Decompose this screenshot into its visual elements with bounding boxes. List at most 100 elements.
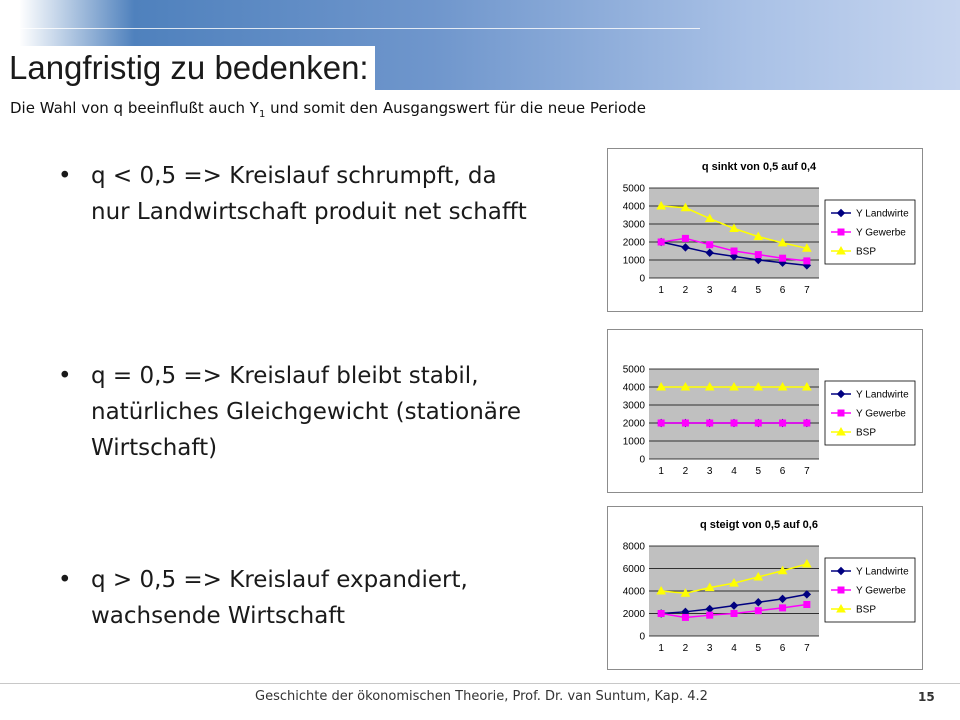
data-point	[753, 231, 764, 241]
data-point	[729, 381, 739, 391]
series-0	[656, 590, 812, 618]
data-point	[754, 598, 763, 607]
bullet-text: q > 0,5 => Kreislauf expandiert, wachsen…	[91, 567, 468, 629]
data-point	[801, 243, 812, 252]
x-tick-label: 1	[658, 285, 664, 296]
series-2	[656, 381, 812, 391]
data-point	[754, 255, 763, 265]
x-tick-label: 5	[756, 643, 762, 654]
data-point	[753, 381, 764, 391]
data-point	[704, 213, 715, 223]
data-point	[706, 241, 714, 249]
legend-label: Y Gewerbe	[856, 586, 906, 597]
x-tick-label: 6	[780, 643, 786, 654]
x-tick-label: 4	[731, 466, 737, 477]
data-point	[657, 419, 665, 427]
y-tick-label: 4000	[623, 202, 646, 213]
x-tick-label: 3	[707, 466, 713, 477]
data-point	[656, 200, 667, 210]
footer-rule	[0, 683, 960, 684]
subtitle-rest: und somit den Ausgangswert für die neue …	[265, 99, 646, 117]
x-tick-label: 6	[780, 466, 786, 477]
legend-marker	[837, 586, 845, 594]
data-point	[730, 247, 738, 255]
series-2	[656, 200, 812, 252]
data-point	[779, 254, 787, 262]
data-point	[777, 565, 788, 575]
y-tick-label: 6000	[623, 564, 646, 575]
legend-label: Y Landwirte	[856, 567, 909, 578]
data-point	[803, 419, 811, 427]
legend-label: Y Gewerbe	[856, 228, 906, 239]
data-point	[729, 252, 739, 261]
y-tick-label: 2000	[623, 609, 646, 620]
bullet-marker: •	[58, 363, 72, 389]
data-point	[730, 419, 738, 427]
data-point	[802, 590, 812, 599]
y-tick-label: 8000	[623, 542, 646, 553]
chart-q-sinkt: q sinkt von 0,5 auf 0,4 0 1000 2000 3000 4000…	[607, 148, 923, 312]
x-tick-label: 2	[683, 285, 689, 296]
data-point	[657, 610, 665, 617]
legend-label: BSP	[856, 605, 876, 616]
legend-marker	[837, 228, 845, 236]
data-point	[656, 585, 667, 595]
subtitle-subscript: 1	[258, 109, 266, 120]
data-point	[681, 243, 690, 252]
data-point	[729, 578, 739, 587]
x-tick-label: 5	[756, 466, 762, 477]
legend-marker	[836, 245, 846, 255]
data-point	[706, 419, 714, 427]
legend-marker	[836, 389, 846, 399]
bullet-marker: •	[58, 163, 72, 189]
x-tick-label: 3	[707, 285, 713, 296]
x-tick-label: 7	[804, 285, 810, 296]
legend-label: Y Landwirte	[856, 209, 909, 220]
data-point	[778, 594, 787, 604]
series-1	[657, 419, 811, 427]
x-tick-label: 1	[658, 466, 664, 477]
data-point	[777, 237, 788, 247]
data-point	[754, 607, 762, 615]
x-tick-label: 4	[731, 285, 737, 296]
slide-title: Langfristig zu bedenken:	[9, 46, 375, 90]
y-tick-label: 0	[639, 274, 645, 285]
data-point	[704, 582, 715, 592]
bullet-marker: •	[58, 567, 72, 593]
chart-q-stabil: 0 1000 2000 3000 4000 5000 1 2 3 4 5 6 7 Y Landwirte Y…	[607, 329, 923, 493]
y-tick-label: 2000	[623, 419, 646, 430]
data-point	[754, 419, 762, 427]
data-point	[680, 381, 691, 391]
x-tick-label: 7	[804, 466, 810, 477]
data-point	[681, 234, 689, 242]
legend-label: BSP	[856, 247, 876, 258]
x-tick-label: 4	[731, 643, 737, 654]
data-point	[754, 251, 762, 259]
data-point	[779, 604, 787, 612]
data-point	[803, 257, 811, 265]
page-number: 15	[918, 690, 935, 704]
data-point	[777, 381, 788, 391]
x-tick-label: 7	[804, 643, 810, 654]
y-tick-label: 4000	[623, 383, 646, 394]
series-2	[656, 558, 812, 597]
x-tick-label: 3	[707, 643, 713, 654]
header-rule	[0, 28, 700, 29]
x-tick-label: 1	[658, 643, 664, 654]
y-tick-label: 5000	[623, 184, 646, 195]
x-tick-label: 5	[756, 285, 762, 296]
y-tick-label: 3000	[623, 401, 646, 412]
bullet-text: q = 0,5 => Kreislauf bleibt stabil, natü…	[91, 363, 521, 461]
slide-subtitle: Die Wahl von q beeinflußt auch Y1 und so…	[10, 99, 646, 120]
data-point	[681, 613, 689, 621]
chart-q-steigt: q steigt von 0,5 auf 0,6 0 2000 4000 6000 800…	[607, 506, 923, 670]
y-tick-label: 5000	[623, 365, 646, 376]
legend-label: Y Gewerbe	[856, 409, 906, 420]
series-1	[657, 234, 811, 265]
data-point	[803, 601, 811, 608]
y-tick-label: 4000	[623, 587, 646, 598]
data-point	[730, 610, 738, 617]
x-tick-label: 6	[780, 285, 786, 296]
data-point	[729, 223, 739, 232]
x-tick-label: 2	[683, 466, 689, 477]
